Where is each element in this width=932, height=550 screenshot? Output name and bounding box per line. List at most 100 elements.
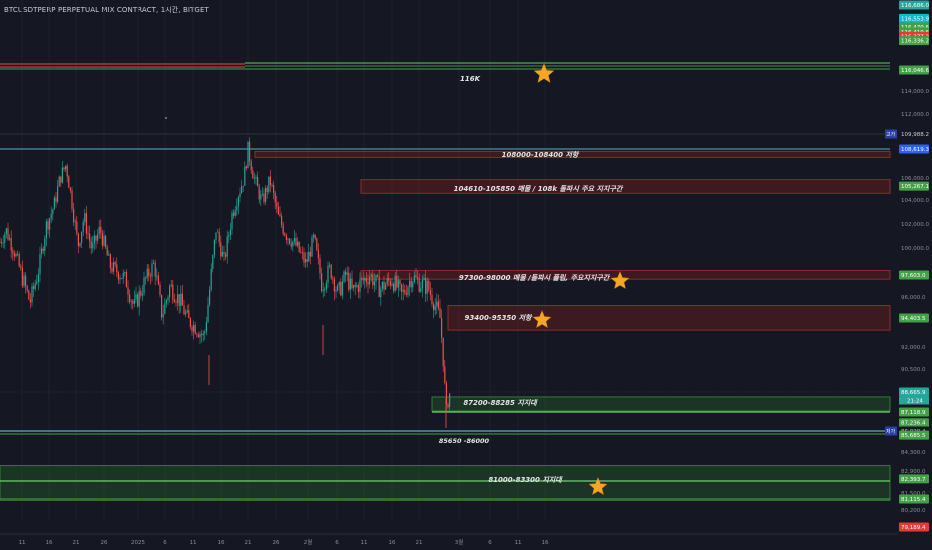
zone-label: 108000-108400 저항 xyxy=(502,151,580,159)
candle-body xyxy=(95,235,97,241)
candle-body xyxy=(332,278,334,279)
candle-body xyxy=(205,322,207,332)
candle-body xyxy=(260,194,262,200)
candle-body xyxy=(362,278,364,281)
zone-label: 81000-83300 지지대 xyxy=(488,476,563,484)
candle-body xyxy=(417,277,419,279)
candle-body xyxy=(298,241,300,252)
candle-body xyxy=(26,286,28,291)
horizontal-lines xyxy=(0,62,890,500)
x-tick-label: 26 xyxy=(273,540,280,546)
zone-labels: 108000-108400 저항 104610-105850 매물 / 108k … xyxy=(439,75,624,484)
candle-body xyxy=(116,264,118,273)
candle-body xyxy=(237,197,239,207)
candle-body xyxy=(386,277,388,285)
price-flag xyxy=(899,494,929,504)
candle-body xyxy=(220,242,222,257)
candle-body xyxy=(221,252,223,257)
candle-body xyxy=(13,253,15,257)
candle-body xyxy=(149,275,151,277)
candle-body xyxy=(53,197,55,210)
candle-body xyxy=(245,166,247,169)
x-tick-label: 21 xyxy=(245,540,252,546)
candle-body xyxy=(28,290,30,300)
candle-body xyxy=(207,304,209,323)
stars xyxy=(532,63,630,495)
price-flag-label: 116,553.9 xyxy=(901,16,929,22)
candle-body xyxy=(81,231,83,244)
price-flag xyxy=(899,387,929,397)
candle-body xyxy=(292,241,294,247)
candle-body xyxy=(137,294,139,307)
candle-body xyxy=(178,294,180,306)
candle-body xyxy=(340,282,342,296)
candle-body xyxy=(257,177,259,187)
price-flag-label: 109,988.2 xyxy=(901,132,929,138)
price-flag xyxy=(899,13,929,23)
candle-body xyxy=(301,252,303,254)
candle-body xyxy=(10,238,12,251)
candle-body xyxy=(65,165,67,170)
candle-body xyxy=(194,324,196,334)
candle-body xyxy=(306,259,308,262)
zones xyxy=(0,150,891,501)
candle-body xyxy=(9,238,11,240)
candles xyxy=(0,117,451,428)
candle-body xyxy=(303,252,305,263)
price-flag-label: 79,189.4 xyxy=(901,525,926,531)
price-flag-prefix: 고가 xyxy=(886,131,896,138)
candle-body xyxy=(183,305,185,315)
candle-body xyxy=(349,278,351,290)
y-tick-label: 81,500.0 xyxy=(901,491,926,497)
candle-body xyxy=(138,290,140,307)
candle-body xyxy=(87,233,89,235)
x-tick-label: 16 xyxy=(542,540,549,546)
candle-body xyxy=(122,272,124,279)
candle-body xyxy=(101,232,103,246)
candle-body xyxy=(77,233,79,247)
candle-body xyxy=(213,239,215,256)
candle-body xyxy=(425,278,427,294)
countdown-flag xyxy=(899,396,929,405)
candle-body xyxy=(29,299,31,303)
candle-body xyxy=(271,184,273,186)
candle-body xyxy=(420,288,422,292)
candle-body xyxy=(373,281,375,286)
candle-body xyxy=(369,277,371,285)
candle-body xyxy=(287,238,289,240)
candle-body xyxy=(20,266,22,268)
x-tick-label: 6 xyxy=(163,540,167,546)
candle-body xyxy=(57,186,59,202)
price-flag xyxy=(899,270,929,280)
candle-body xyxy=(90,241,92,249)
candle-body xyxy=(89,233,91,242)
candle-body xyxy=(105,235,107,248)
candle-body xyxy=(66,165,68,177)
candle-body xyxy=(17,254,19,255)
candle-body xyxy=(365,278,367,282)
candle-body xyxy=(289,238,291,244)
candle-body xyxy=(321,273,323,292)
x-tick-label: 21 xyxy=(73,540,80,546)
zone-support xyxy=(431,396,891,412)
candle-body xyxy=(193,324,195,332)
candle-body xyxy=(197,334,199,338)
candle-body xyxy=(429,290,431,295)
candle-body xyxy=(167,297,169,301)
candle-body xyxy=(103,235,105,246)
candle-body xyxy=(266,187,268,192)
countdown-label: 21:24 xyxy=(907,399,923,405)
candle-body xyxy=(357,285,359,292)
candle-body xyxy=(421,279,423,289)
candle-body xyxy=(2,242,4,244)
candle-body xyxy=(185,312,187,315)
candle-body xyxy=(125,272,127,288)
candle-body xyxy=(41,248,43,255)
y-tick-label: 114,000.0 xyxy=(901,89,929,95)
price-flag xyxy=(899,181,929,191)
candle-body xyxy=(124,272,126,273)
y-tick-label: 84,300.0 xyxy=(901,450,926,456)
candle-body xyxy=(209,289,211,305)
candle-body xyxy=(217,231,219,233)
